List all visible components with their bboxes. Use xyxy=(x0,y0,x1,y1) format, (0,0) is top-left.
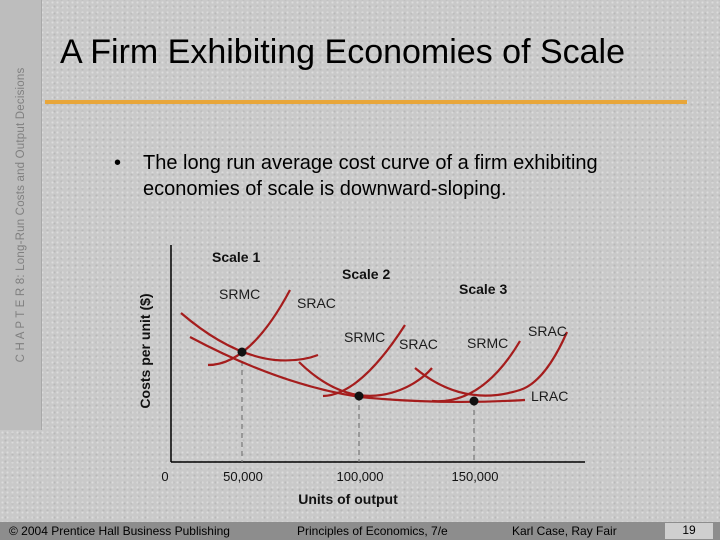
x-tick-0: 0 xyxy=(161,469,168,484)
bullet-text: The long run average cost curve of a fir… xyxy=(143,152,598,200)
page-number: 19 xyxy=(665,523,713,539)
srmc-2-label: SRMC xyxy=(344,329,385,345)
min-point-scale-1 xyxy=(237,347,247,357)
footer-authors: Karl Case, Ray Fair xyxy=(512,524,617,538)
x-tick-50000: 50,000 xyxy=(223,469,263,484)
min-point-scale-3 xyxy=(469,396,479,406)
srac-2-curve xyxy=(298,361,433,397)
x-tick-150000: 150,000 xyxy=(452,469,499,484)
srmc-3-label: SRMC xyxy=(467,335,508,351)
srmc-2-curve xyxy=(322,324,406,398)
footer-copyright: © 2004 Prentice Hall Business Publishing xyxy=(9,524,230,538)
cost-curves-chart: Scale 1 Scale 2 Scale 3 SRMC SRAC SRMC S… xyxy=(137,245,585,507)
scale-3-label: Scale 3 xyxy=(459,281,507,297)
srac-1-label: SRAC xyxy=(297,295,336,311)
x-tick-100000: 100,000 xyxy=(337,469,384,484)
footer-bar: © 2004 Prentice Hall Business Publishing… xyxy=(0,522,720,540)
srac-2-label: SRAC xyxy=(399,336,438,352)
srac-3-curve xyxy=(414,331,569,397)
lrac-label: LRAC xyxy=(531,388,568,404)
srmc-1-curve xyxy=(207,289,291,367)
srac-1-curve xyxy=(180,312,319,362)
srac-3-label: SRAC xyxy=(528,323,567,339)
bullet-icon: • xyxy=(114,152,122,174)
y-axis-label: Costs per unit ($) xyxy=(137,293,153,408)
x-axis-label: Units of output xyxy=(298,491,398,507)
slide-title: A Firm Exhibiting Economies of Scale xyxy=(60,33,626,71)
sidebar: C H A P T E R 8: Long-Run Costs and Outp… xyxy=(0,0,42,430)
footer-book-title: Principles of Economics, 7/e xyxy=(297,524,448,538)
scale-2-label: Scale 2 xyxy=(342,266,390,282)
srmc-1-label: SRMC xyxy=(219,286,260,302)
min-point-scale-2 xyxy=(354,391,364,401)
title-underline xyxy=(45,100,687,104)
scale-1-label: Scale 1 xyxy=(212,249,260,265)
